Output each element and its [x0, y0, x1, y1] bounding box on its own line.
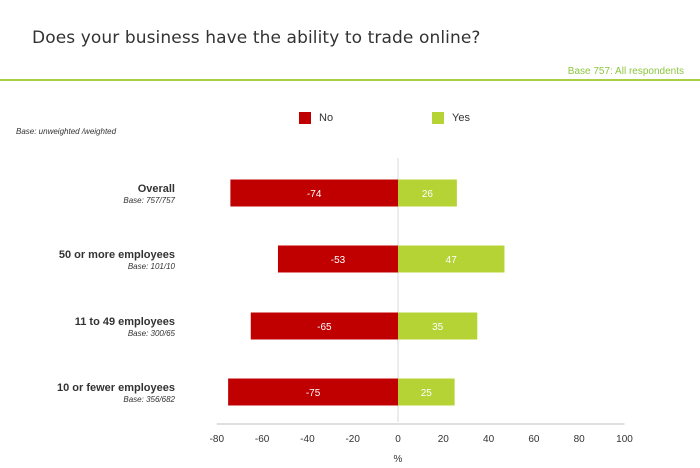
legend-label-no: No [319, 112, 334, 124]
category-base: Base: 300/65 [127, 329, 175, 338]
legend-item-yes: Yes [432, 112, 470, 124]
category-10-or-fewer: 10 or fewer employees Base: 356/682 [57, 382, 175, 404]
bar-value-label: 47 [446, 255, 458, 266]
bar-yes-3 [398, 378, 455, 406]
x-tick-label: 100 [616, 434, 633, 445]
x-tick-label: -80 [210, 434, 225, 445]
category-label: 50 or more employees [58, 249, 175, 261]
bar-value-label: -74 [307, 189, 322, 200]
bar-value-label: -65 [317, 322, 332, 333]
legend-swatch-yes [432, 112, 444, 124]
category-label: 11 to 49 employees [74, 316, 175, 328]
base-type-note: Base: unweighted /weighted [16, 127, 117, 136]
category-overall: Overall Base: 757/757 [123, 183, 175, 205]
bar-no-1 [277, 245, 398, 273]
title-divider [0, 79, 700, 81]
bar-yes-1 [398, 245, 505, 273]
category-base: Base: 101/10 [127, 262, 175, 271]
bar-no-2 [250, 312, 398, 340]
bar-no-3 [228, 378, 398, 406]
x-tick-label: 60 [528, 434, 540, 445]
legend-swatch-no [299, 112, 311, 124]
bar-yes-0 [398, 179, 457, 207]
x-tick-label: 40 [483, 434, 495, 445]
x-tick-label: -60 [255, 434, 270, 445]
x-axis-label: % [394, 454, 403, 465]
category-label: Overall [137, 183, 175, 195]
category-base: Base: 757/757 [123, 196, 175, 205]
bar-value-label: -75 [306, 388, 321, 399]
bar-value-label: 35 [432, 322, 444, 333]
legend-label-yes: Yes [452, 112, 470, 124]
category-base: Base: 356/682 [123, 395, 175, 404]
category-50-plus: 50 or more employees Base: 101/10 [59, 249, 175, 271]
x-tick-label: 20 [438, 434, 450, 445]
bar-yes-2 [398, 312, 478, 340]
x-tick-label: -40 [300, 434, 315, 445]
bar-value-label: 26 [422, 189, 434, 200]
bar-no-0 [230, 179, 398, 207]
x-tick-label: 80 [574, 434, 586, 445]
legend-item-no: No [299, 112, 333, 124]
base-note: Base 757: All respondents [567, 66, 684, 77]
category-11-to-49: 11 to 49 employees Base: 300/65 [75, 316, 175, 338]
x-tick-label: -20 [345, 434, 360, 445]
chart-title: Does your business have the ability to t… [32, 28, 481, 48]
category-label: 10 or fewer employees [56, 382, 175, 394]
x-tick-label: 0 [395, 434, 401, 445]
bar-value-label: -53 [331, 255, 346, 266]
bar-value-label: 25 [421, 388, 433, 399]
